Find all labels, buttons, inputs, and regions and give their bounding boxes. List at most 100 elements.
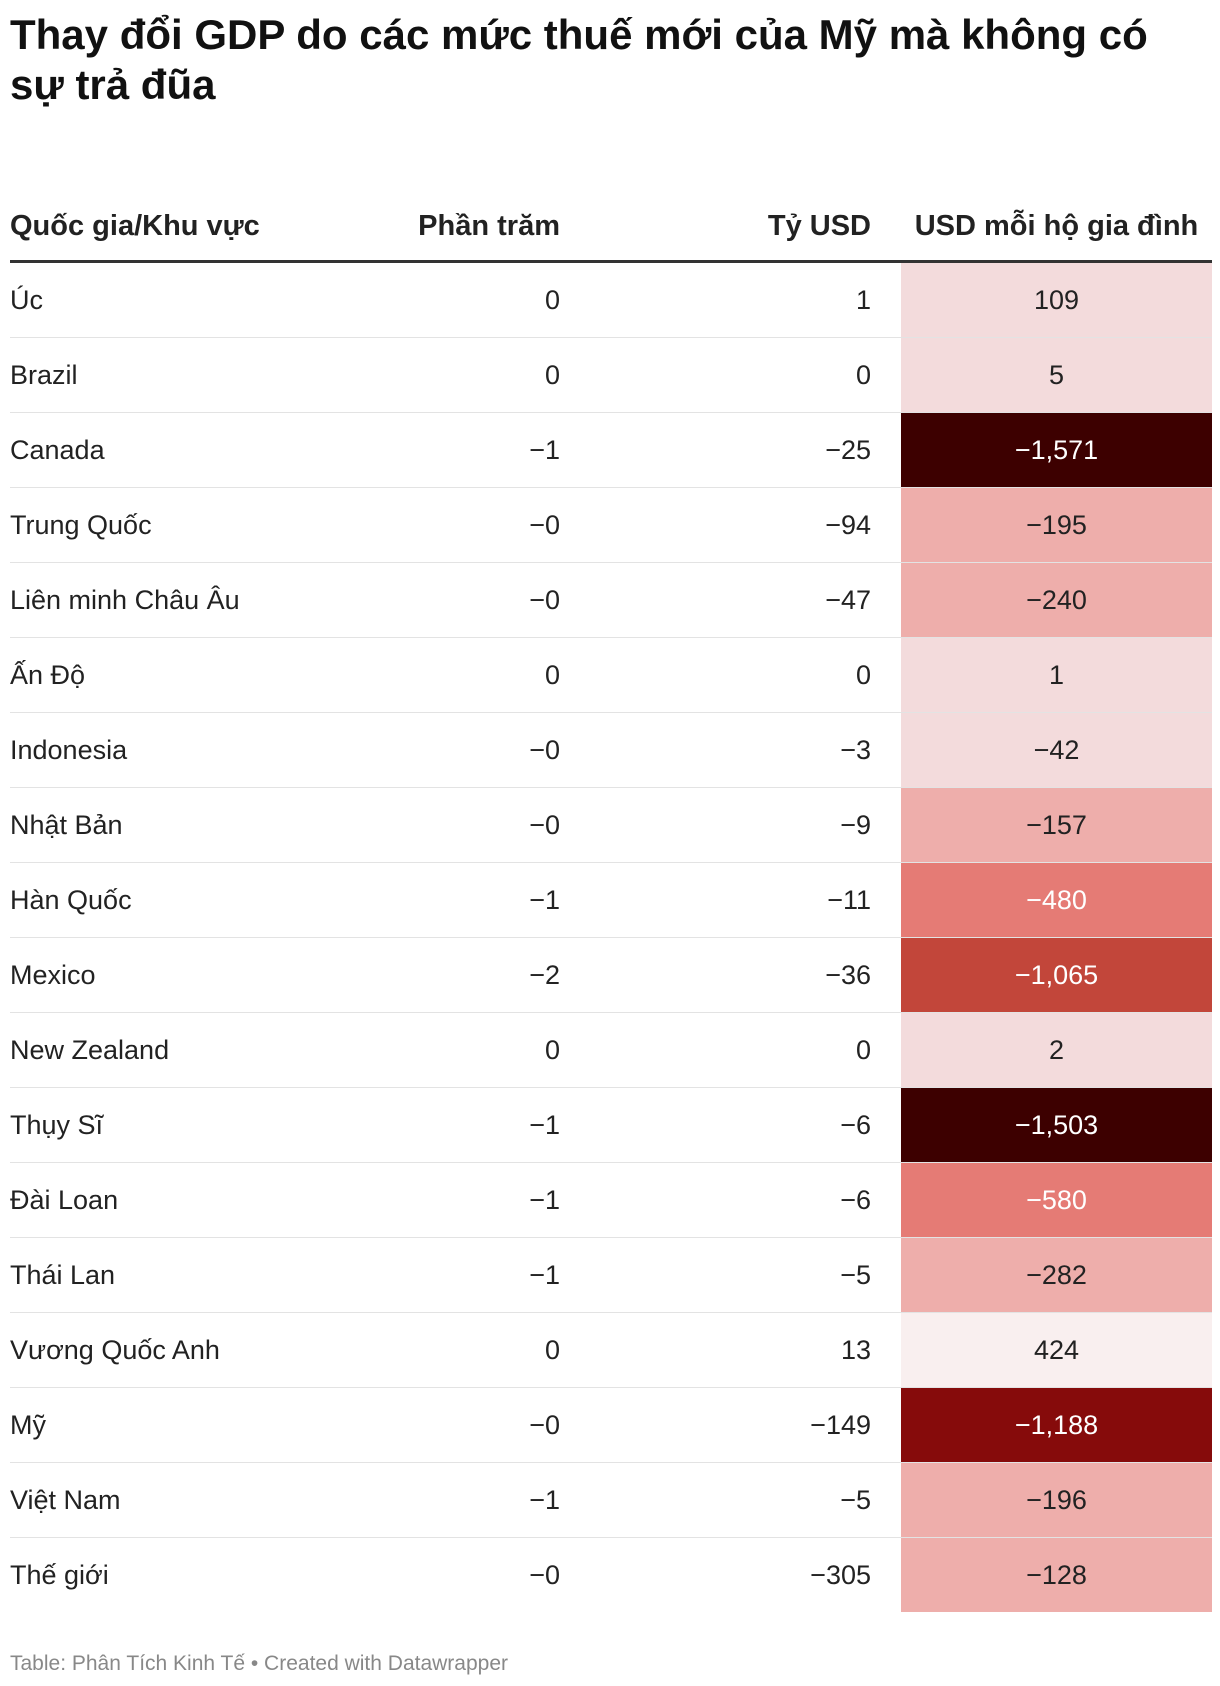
percent-cell: −1 bbox=[529, 434, 560, 465]
column-gap bbox=[871, 788, 901, 862]
table-row: Hàn Quốc −1 −11 −480 bbox=[10, 863, 1212, 938]
table-row: Đài Loan −1 −6 −580 bbox=[10, 1163, 1212, 1238]
percent-cell: −0 bbox=[529, 734, 560, 765]
column-gap bbox=[871, 1013, 901, 1087]
percent-cell: −0 bbox=[529, 809, 560, 840]
region-name-cell: Brazil bbox=[10, 359, 78, 390]
column-gap bbox=[871, 1088, 901, 1162]
column-header-region[interactable]: Quốc gia/Khu vực bbox=[10, 210, 260, 242]
usd-per-household-cell: −195 bbox=[901, 488, 1212, 562]
column-gap bbox=[871, 938, 901, 1012]
table-row: Mexico −2 −36 −1,065 bbox=[10, 938, 1212, 1013]
billion-usd-cell: −5 bbox=[840, 1259, 871, 1290]
usd-per-household-cell: −42 bbox=[901, 713, 1212, 787]
billion-usd-cell: −11 bbox=[827, 884, 871, 915]
usd-per-household-cell: 1 bbox=[901, 638, 1212, 712]
data-table: Quốc gia/Khu vực Phần trăm Tỷ USD USD mỗ… bbox=[10, 165, 1212, 1612]
region-name-cell: Thái Lan bbox=[10, 1259, 116, 1290]
billion-usd-cell: −36 bbox=[825, 959, 871, 990]
usd-per-household-cell: 109 bbox=[901, 263, 1212, 337]
column-gap bbox=[871, 563, 901, 637]
region-name-cell: Liên minh Châu Âu bbox=[10, 584, 240, 615]
table-row: Nhật Bản −0 −9 −157 bbox=[10, 788, 1212, 863]
source-footer: Table: Phân Tích Kinh Tế • Created with … bbox=[10, 1652, 509, 1675]
region-name-cell: Mexico bbox=[10, 959, 96, 990]
percent-cell: −0 bbox=[529, 1559, 560, 1590]
usd-per-household-cell: −240 bbox=[901, 563, 1212, 637]
column-gap bbox=[871, 263, 901, 337]
table-row: Thái Lan −1 −5 −282 bbox=[10, 1238, 1212, 1313]
column-gap bbox=[871, 1463, 901, 1537]
region-name-cell: Thế giới bbox=[10, 1559, 109, 1590]
column-gap bbox=[871, 413, 901, 487]
usd-per-household-cell: −1,503 bbox=[901, 1088, 1212, 1162]
percent-cell: −1 bbox=[529, 1184, 560, 1215]
column-header-usd-per-household[interactable]: USD mỗi hộ gia đình bbox=[914, 210, 1199, 242]
column-gap bbox=[871, 863, 901, 937]
table-row: Trung Quốc −0 −94 −195 bbox=[10, 488, 1212, 563]
column-gap bbox=[871, 1238, 901, 1312]
billion-usd-cell: −5 bbox=[840, 1484, 871, 1515]
percent-cell: 0 bbox=[544, 1034, 560, 1065]
table-row: Indonesia −0 −3 −42 bbox=[10, 713, 1212, 788]
table-row: Canada −1 −25 −1,571 bbox=[10, 413, 1212, 488]
billion-usd-cell: −9 bbox=[840, 809, 871, 840]
billion-usd-cell: −6 bbox=[840, 1184, 871, 1215]
percent-cell: 0 bbox=[544, 359, 560, 390]
billion-usd-cell: −25 bbox=[825, 434, 871, 465]
billion-usd-cell: −47 bbox=[825, 584, 871, 615]
billion-usd-cell: −6 bbox=[840, 1109, 871, 1140]
percent-cell: −1 bbox=[529, 1259, 560, 1290]
table-row: Brazil 0 0 5 bbox=[10, 338, 1212, 413]
percent-cell: −2 bbox=[529, 959, 560, 990]
billion-usd-cell: −3 bbox=[840, 734, 871, 765]
billion-usd-cell: 1 bbox=[855, 284, 871, 315]
table-row: Vương Quốc Anh 0 13 424 bbox=[10, 1313, 1212, 1388]
table-body: Úc 0 1 109 Brazil 0 0 5 Canada −1 −25 −1,571 Trung Q… bbox=[10, 263, 1212, 1612]
percent-cell: −0 bbox=[529, 1409, 560, 1440]
table-row: Thế giới −0 −305 −128 bbox=[10, 1538, 1212, 1612]
usd-per-household-cell: −480 bbox=[901, 863, 1212, 937]
region-name-cell: Vương Quốc Anh bbox=[10, 1334, 220, 1365]
table-row: Liên minh Châu Âu −0 −47 −240 bbox=[10, 563, 1212, 638]
percent-cell: −1 bbox=[529, 1109, 560, 1140]
column-gap bbox=[871, 338, 901, 412]
table-row: Thụy Sĩ −1 −6 −1,503 bbox=[10, 1088, 1212, 1163]
column-header-billion-usd[interactable]: Tỷ USD bbox=[767, 210, 871, 242]
usd-per-household-cell: 5 bbox=[901, 338, 1212, 412]
usd-per-household-cell: −580 bbox=[901, 1163, 1212, 1237]
usd-per-household-cell: −196 bbox=[901, 1463, 1212, 1537]
region-name-cell: Indonesia bbox=[10, 734, 128, 765]
chart-title: Thay đổi GDP do các mức thuế mới của Mỹ … bbox=[10, 11, 1148, 108]
column-gap bbox=[871, 1538, 901, 1612]
usd-per-household-cell: −128 bbox=[901, 1538, 1212, 1612]
region-name-cell: Nhật Bản bbox=[10, 809, 123, 840]
region-name-cell: Thụy Sĩ bbox=[10, 1109, 104, 1140]
billion-usd-cell: 0 bbox=[855, 1034, 871, 1065]
percent-cell: 0 bbox=[544, 1334, 560, 1365]
column-gap bbox=[871, 1163, 901, 1237]
column-gap bbox=[871, 1313, 901, 1387]
region-name-cell: Ấn Độ bbox=[10, 659, 86, 690]
region-name-cell: Việt Nam bbox=[10, 1484, 121, 1515]
usd-per-household-cell: −157 bbox=[901, 788, 1212, 862]
column-header-percent[interactable]: Phần trăm bbox=[418, 210, 560, 242]
column-gap bbox=[871, 638, 901, 712]
billion-usd-cell: −305 bbox=[810, 1559, 871, 1590]
percent-cell: 0 bbox=[544, 659, 560, 690]
table-row: New Zealand 0 0 2 bbox=[10, 1013, 1212, 1088]
region-name-cell: New Zealand bbox=[10, 1034, 170, 1065]
region-name-cell: Trung Quốc bbox=[10, 509, 152, 540]
region-name-cell: Úc bbox=[10, 284, 43, 315]
table-row: Mỹ −0 −149 −1,188 bbox=[10, 1388, 1212, 1463]
usd-per-household-cell: 2 bbox=[901, 1013, 1212, 1087]
billion-usd-cell: −149 bbox=[810, 1409, 871, 1440]
usd-per-household-cell: −1,188 bbox=[901, 1388, 1212, 1462]
billion-usd-cell: 0 bbox=[855, 359, 871, 390]
billion-usd-cell: 0 bbox=[855, 659, 871, 690]
usd-per-household-cell: −1,065 bbox=[901, 938, 1212, 1012]
percent-cell: −0 bbox=[529, 584, 560, 615]
usd-per-household-cell: −1,571 bbox=[901, 413, 1212, 487]
column-gap bbox=[871, 1388, 901, 1462]
